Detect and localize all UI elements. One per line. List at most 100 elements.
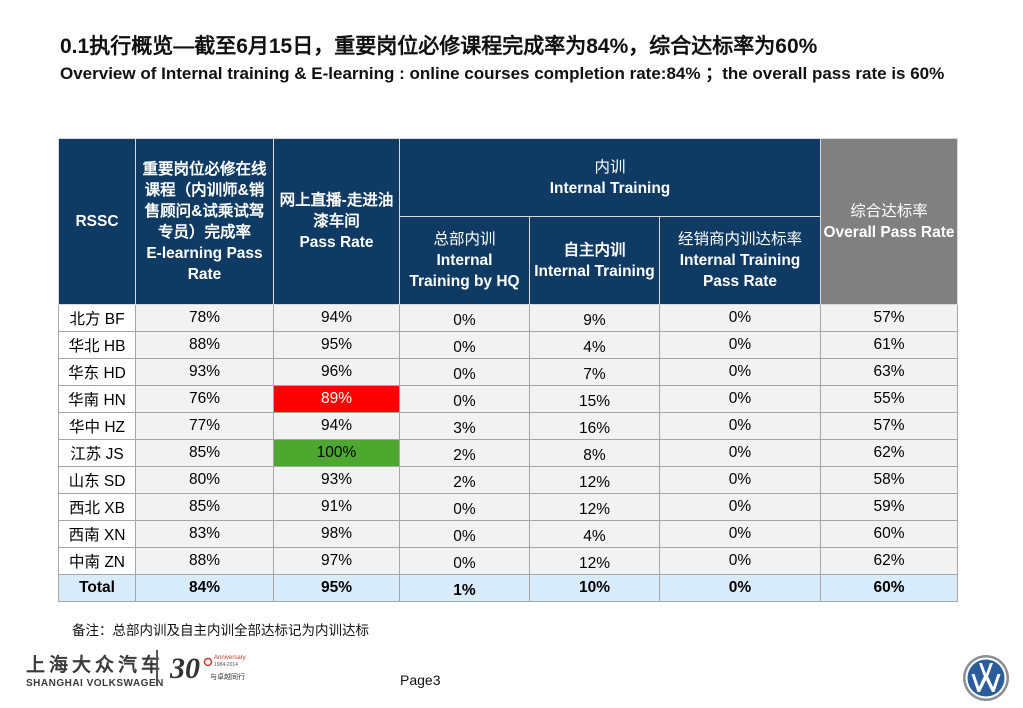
live-cell: 96% — [273, 358, 400, 386]
region-cell: 华北 HB — [58, 331, 136, 359]
total-elearning: 84% — [135, 574, 274, 602]
elearning-cell: 85% — [135, 493, 274, 521]
anniversary-years: 1984-2014 — [214, 662, 238, 668]
region-cell: 华南 HN — [58, 385, 136, 413]
elearning-cell: 88% — [135, 547, 274, 575]
overall-cell: 62% — [820, 547, 958, 575]
header-hq-cn: 总部内训 — [433, 231, 496, 248]
hq-cell: 0% — [399, 520, 530, 548]
self-cell: 8% — [529, 439, 660, 467]
region-cell: 中南 ZN — [58, 547, 136, 575]
footnote: 备注：总部内训及自主内训全部达标记为内训达标 — [72, 623, 369, 638]
header-dealer-cn: 经销商内训达标率 — [677, 231, 802, 248]
live-cell: 91% — [273, 493, 400, 521]
elearning-cell: 78% — [135, 304, 274, 332]
header-elearning-en: E-learning Pass Rate — [146, 244, 263, 283]
table-row: 中南 ZN 88% 97% 0% 12% 0% 62% — [58, 547, 958, 575]
hq-cell: 0% — [399, 547, 530, 575]
anniversary-logo: 30 Anniversary 1984-2014 与卓越同行 — [170, 652, 246, 685]
hq-cell: 0% — [399, 304, 530, 332]
hq-cell: 2% — [399, 466, 530, 494]
header-dealer-en: Internal Training Pass Rate — [679, 252, 801, 290]
self-cell: 4% — [529, 331, 660, 359]
live-cell: 98% — [273, 520, 400, 548]
anniversary-mark — [203, 657, 213, 667]
hq-cell: 3% — [399, 412, 530, 440]
elearning-cell: 85% — [135, 439, 274, 467]
self-cell: 12% — [529, 466, 660, 494]
self-cell: 4% — [529, 520, 660, 548]
self-cell: 15% — [529, 385, 660, 413]
overall-cell: 62% — [820, 439, 958, 467]
header-live-cn: 网上直播-走进油漆车间 — [279, 192, 394, 230]
header-overall-cn: 综合达标率 — [850, 202, 928, 220]
table-row: 华南 HN 76% 89% 0% 15% 0% 55% — [58, 385, 958, 413]
live-cell: 94% — [273, 304, 400, 332]
dealer-cell: 0% — [659, 331, 821, 359]
total-hq: 1% — [399, 574, 530, 602]
anniversary-cn: 与卓越同行 — [210, 672, 245, 681]
header-internal-cn: 内训 — [594, 158, 626, 176]
title-block: 0.1执行概览—截至6月15日，重要岗位必修课程完成率为84%，综合达标率为60… — [60, 34, 1015, 86]
page-title-cn: 0.1执行概览—截至6月15日，重要岗位必修课程完成率为84%，综合达标率为60… — [60, 35, 818, 58]
self-cell: 7% — [529, 358, 660, 386]
elearning-cell: 88% — [135, 331, 274, 359]
region-cell: 江苏 JS — [58, 439, 136, 467]
training-table: RSSC 重要岗位必修在线课程（内训师&销售顾问&试乘试驾专员）完成率 E-le… — [58, 138, 958, 602]
hq-cell: 0% — [399, 385, 530, 413]
table-row: 西南 XN 83% 98% 0% 4% 0% 60% — [58, 520, 958, 548]
table-row: 江苏 JS 85% 100% 2% 8% 0% 62% — [58, 439, 958, 467]
region-cell: 山东 SD — [58, 466, 136, 494]
region-cell: 北方 BF — [58, 304, 136, 332]
total-dealer: 0% — [659, 574, 821, 602]
overall-cell: 58% — [820, 466, 958, 494]
header-internal-en: Internal Training — [549, 179, 671, 197]
header-overall: 综合达标率 Overall Pass Rate — [820, 138, 958, 305]
live-cell: 95% — [273, 331, 400, 359]
table-row: 华中 HZ 77% 94% 3% 16% 0% 57% — [58, 412, 958, 440]
logo-divider — [156, 650, 158, 686]
self-cell: 9% — [529, 304, 660, 332]
hq-cell: 0% — [399, 331, 530, 359]
header-elearning-cn: 重要岗位必修在线课程（内训师&销售顾问&试乘试驾专员）完成率 — [142, 160, 267, 241]
vw-logo-icon — [963, 655, 1009, 701]
logo-en-text: SHANGHAI VOLKSWAGEN — [26, 678, 164, 689]
page-number: Page3 — [400, 672, 441, 688]
table-row: 西北 XB 85% 91% 0% 12% 0% 59% — [58, 493, 958, 521]
hq-cell: 0% — [399, 493, 530, 521]
overall-cell: 59% — [820, 493, 958, 521]
header-rssc: RSSC — [58, 138, 136, 305]
total-live: 95% — [273, 574, 400, 602]
header-overall-en: Overall Pass Rate — [823, 223, 955, 241]
table-row: 北方 BF 78% 94% 0% 9% 0% 57% — [58, 304, 958, 332]
dealer-cell: 0% — [659, 385, 821, 413]
region-cell: 华东 HD — [58, 358, 136, 386]
live-cell: 94% — [273, 412, 400, 440]
elearning-cell: 80% — [135, 466, 274, 494]
region-cell: 西南 XN — [58, 520, 136, 548]
header-hq: 总部内训 Internal Training by HQ — [399, 216, 530, 305]
dealer-cell: 0% — [659, 520, 821, 548]
header-elearning: 重要岗位必修在线课程（内训师&销售顾问&试乘试驾专员）完成率 E-learnin… — [135, 138, 274, 305]
total-row: Total 84% 95% 1% 10% 0% 60% — [58, 574, 958, 602]
region-cell: 华中 HZ — [58, 412, 136, 440]
live-cell: 97% — [273, 547, 400, 575]
header-hq-en: Internal Training by HQ — [409, 252, 520, 290]
self-cell: 12% — [529, 493, 660, 521]
header-dealer: 经销商内训达标率 Internal Training Pass Rate — [659, 216, 821, 305]
header-internal: 内训 Internal Training — [399, 138, 821, 217]
elearning-cell: 93% — [135, 358, 274, 386]
self-cell: 12% — [529, 547, 660, 575]
dealer-cell: 0% — [659, 493, 821, 521]
hq-cell: 0% — [399, 358, 530, 386]
overall-cell: 55% — [820, 385, 958, 413]
live-cell: 93% — [273, 466, 400, 494]
header-self-en: Internal Training — [534, 262, 655, 280]
table-row: 华北 HB 88% 95% 0% 4% 0% 61% — [58, 331, 958, 359]
hq-cell: 2% — [399, 439, 530, 467]
overall-cell: 57% — [820, 304, 958, 332]
logo-cn-text: 上海大众汽车 — [26, 655, 165, 676]
dealer-cell: 0% — [659, 412, 821, 440]
dealer-cell: 0% — [659, 439, 821, 467]
live-cell-low-highlight: 89% — [273, 385, 400, 413]
